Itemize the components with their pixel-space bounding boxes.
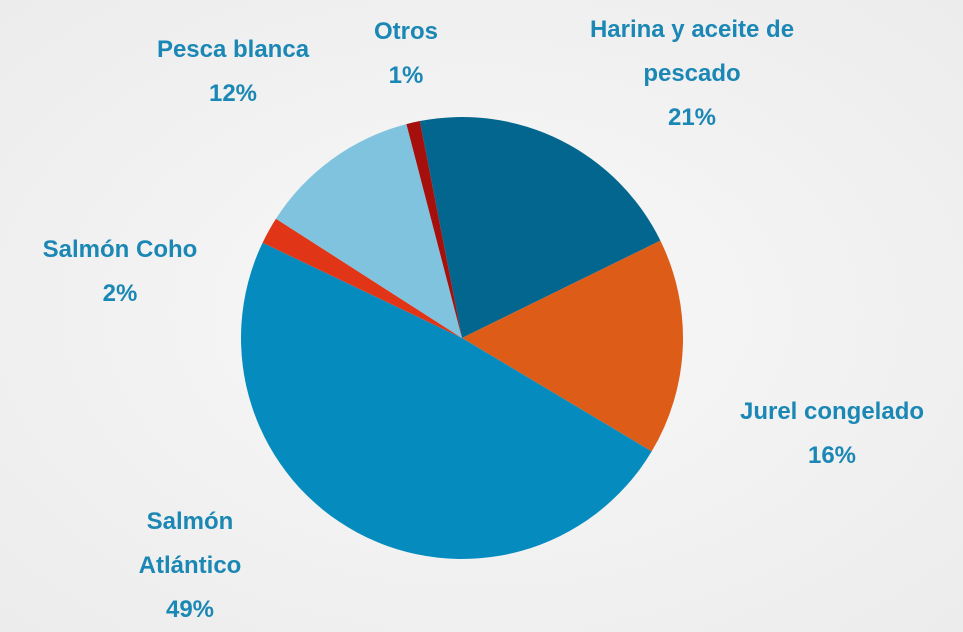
- category-name: Harina y aceite de pescado: [589, 16, 795, 87]
- pie-slice: [406, 121, 462, 338]
- pie-slice: [462, 240, 684, 452]
- category-name: Salmón Atlántico: [138, 508, 242, 579]
- pie-slice: [275, 124, 462, 339]
- pie-slice: [262, 218, 462, 338]
- value-label: 1%: [388, 62, 424, 89]
- value-label: 16%: [807, 442, 857, 469]
- slice-label: Jurel congelado 16%: [712, 390, 952, 478]
- value-label: 12%: [208, 80, 258, 107]
- pie-slice: [419, 117, 661, 338]
- slice-label: Salmón Coho 2%: [10, 228, 230, 316]
- value-label: 49%: [165, 596, 215, 623]
- pie-slice: [240, 242, 652, 560]
- slice-label: Otros 1%: [346, 10, 466, 98]
- slice-label: Salmón Atlántico 49%: [105, 500, 275, 632]
- value-label: 2%: [102, 280, 138, 307]
- value-label: 21%: [667, 104, 717, 131]
- category-name: Pesca blanca: [156, 36, 310, 63]
- slice-label: Harina y aceite de pescado 21%: [542, 8, 842, 140]
- category-name: Otros: [373, 18, 438, 45]
- category-name: Salmón Coho: [42, 236, 198, 263]
- slice-label: Pesca blanca 12%: [123, 28, 343, 116]
- category-name: Jurel congelado: [739, 398, 925, 425]
